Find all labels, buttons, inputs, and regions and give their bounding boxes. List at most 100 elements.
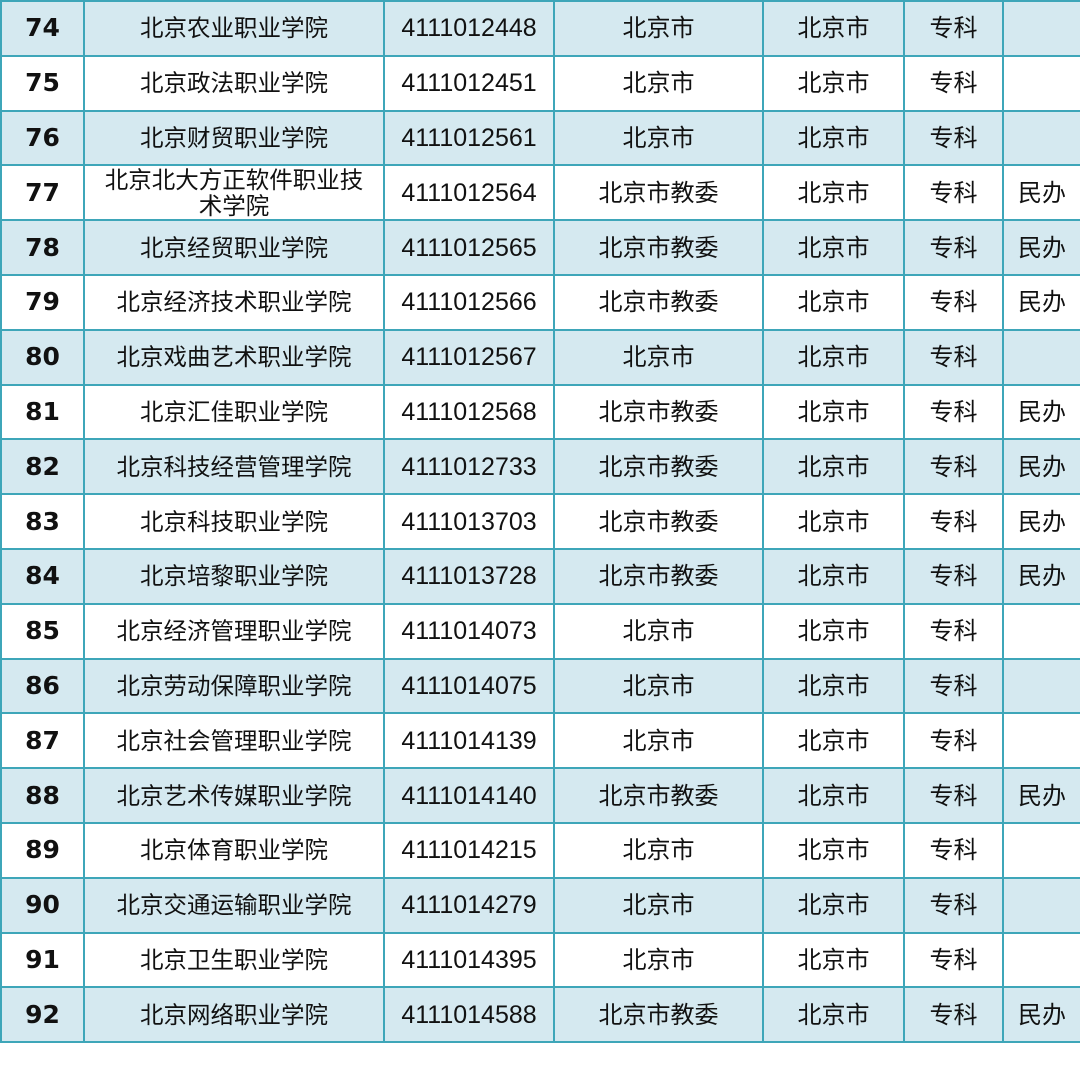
location: 北京市 <box>762 712 905 770</box>
school-type-note <box>1002 54 1080 112</box>
school-code: 4111012451 <box>383 54 555 112</box>
education-level: 专科 <box>903 383 1004 441</box>
location: 北京市 <box>762 657 905 715</box>
row-number: 84 <box>0 547 85 605</box>
department: 北京市教委 <box>553 493 764 550</box>
location: 北京市 <box>762 328 905 386</box>
education-level: 专科 <box>903 164 1004 222</box>
school-code: 4111014395 <box>383 931 555 989</box>
education-level: 专科 <box>903 328 1004 386</box>
school-code: 4111014140 <box>383 767 555 824</box>
education-level: 专科 <box>903 931 1004 989</box>
school-code: 4111013703 <box>383 493 555 550</box>
table-row: 80 北京戏曲艺术职业学院 4111012567 北京市 北京市 专科 <box>0 328 1080 386</box>
school-code: 4111014279 <box>383 876 555 934</box>
department: 北京市 <box>553 712 764 770</box>
department: 北京市教委 <box>553 438 764 496</box>
department: 北京市教委 <box>553 767 764 824</box>
school-code: 4111014139 <box>383 712 555 770</box>
school-code: 4111012568 <box>383 383 555 441</box>
school-name: 北京经济管理职业学院 <box>83 602 385 660</box>
location: 北京市 <box>762 54 905 112</box>
row-number: 83 <box>0 493 85 550</box>
school-type-note <box>1002 657 1080 715</box>
row-number: 87 <box>0 712 85 770</box>
school-type-note <box>1002 876 1080 934</box>
school-name: 北京财贸职业学院 <box>83 109 385 167</box>
table-row: 91 北京卫生职业学院 4111014395 北京市 北京市 专科 <box>0 931 1080 989</box>
school-code: 4111012561 <box>383 109 555 167</box>
education-level: 专科 <box>903 767 1004 824</box>
table-row: 92 北京网络职业学院 4111014588 北京市教委 北京市 专科 民办 <box>0 986 1080 1044</box>
location: 北京市 <box>762 986 905 1044</box>
school-code: 4111013728 <box>383 547 555 605</box>
location: 北京市 <box>762 109 905 167</box>
school-code: 4111014215 <box>383 821 555 879</box>
school-name: 北京卫生职业学院 <box>83 931 385 989</box>
education-level: 专科 <box>903 273 1004 331</box>
table-row: 83 北京科技职业学院 4111013703 北京市教委 北京市 专科 民办 <box>0 493 1080 550</box>
school-name: 北京交通运输职业学院 <box>83 876 385 934</box>
school-code: 4111014588 <box>383 986 555 1044</box>
education-level: 专科 <box>903 657 1004 715</box>
department: 北京市 <box>553 876 764 934</box>
department: 北京市教委 <box>553 164 764 222</box>
school-name: 北京体育职业学院 <box>83 821 385 879</box>
location: 北京市 <box>762 767 905 824</box>
row-number: 75 <box>0 54 85 112</box>
location: 北京市 <box>762 493 905 550</box>
education-level: 专科 <box>903 219 1004 276</box>
department: 北京市教委 <box>553 273 764 331</box>
school-name: 北京政法职业学院 <box>83 54 385 112</box>
table-row: 82 北京科技经营管理学院 4111012733 北京市教委 北京市 专科 民办 <box>0 438 1080 496</box>
school-type-note <box>1002 821 1080 879</box>
education-level: 专科 <box>903 547 1004 605</box>
education-level: 专科 <box>903 109 1004 167</box>
school-name: 北京培黎职业学院 <box>83 547 385 605</box>
table-row: 89 北京体育职业学院 4111014215 北京市 北京市 专科 <box>0 821 1080 879</box>
row-number: 80 <box>0 328 85 386</box>
location: 北京市 <box>762 931 905 989</box>
department: 北京市 <box>553 109 764 167</box>
row-number: 88 <box>0 767 85 824</box>
school-code: 4111012564 <box>383 164 555 222</box>
school-type-note <box>1002 0 1080 57</box>
department: 北京市 <box>553 657 764 715</box>
table-row: 78 北京经贸职业学院 4111012565 北京市教委 北京市 专科 民办 <box>0 219 1080 276</box>
location: 北京市 <box>762 602 905 660</box>
location: 北京市 <box>762 0 905 57</box>
education-level: 专科 <box>903 438 1004 496</box>
table-row: 84 北京培黎职业学院 4111013728 北京市教委 北京市 专科 民办 <box>0 547 1080 605</box>
school-code: 4111012733 <box>383 438 555 496</box>
education-level: 专科 <box>903 876 1004 934</box>
location: 北京市 <box>762 219 905 276</box>
school-name: 北京农业职业学院 <box>83 0 385 57</box>
row-number: 82 <box>0 438 85 496</box>
table-row: 77 北京北大方正软件职业技术学院 4111012564 北京市教委 北京市 专科 民办 <box>0 164 1080 222</box>
location: 北京市 <box>762 383 905 441</box>
table-row: 79 北京经济技术职业学院 4111012566 北京市教委 北京市 专科 民办 <box>0 273 1080 331</box>
department: 北京市 <box>553 0 764 57</box>
table-row: 85 北京经济管理职业学院 4111014073 北京市 北京市 专科 <box>0 602 1080 660</box>
row-number: 79 <box>0 273 85 331</box>
school-type-note: 民办 <box>1002 219 1080 276</box>
school-name: 北京网络职业学院 <box>83 986 385 1044</box>
school-type-note: 民办 <box>1002 438 1080 496</box>
school-name: 北京科技职业学院 <box>83 493 385 550</box>
school-name: 北京北大方正软件职业技术学院 <box>83 164 385 222</box>
row-number: 91 <box>0 931 85 989</box>
row-number: 77 <box>0 164 85 222</box>
location: 北京市 <box>762 273 905 331</box>
school-name: 北京戏曲艺术职业学院 <box>83 328 385 386</box>
table-row: 90 北京交通运输职业学院 4111014279 北京市 北京市 专科 <box>0 876 1080 934</box>
school-type-note: 民办 <box>1002 986 1080 1044</box>
row-number: 81 <box>0 383 85 441</box>
table-body: 74 北京农业职业学院 4111012448 北京市 北京市 专科 75 北京政法职业学院 41… <box>0 0 1080 1044</box>
department: 北京市 <box>553 54 764 112</box>
table-row: 74 北京农业职业学院 4111012448 北京市 北京市 专科 <box>0 0 1080 57</box>
row-number: 89 <box>0 821 85 879</box>
table-row: 81 北京汇佳职业学院 4111012568 北京市教委 北京市 专科 民办 <box>0 383 1080 441</box>
school-code: 4111014075 <box>383 657 555 715</box>
department: 北京市教委 <box>553 219 764 276</box>
school-name: 北京科技经营管理学院 <box>83 438 385 496</box>
